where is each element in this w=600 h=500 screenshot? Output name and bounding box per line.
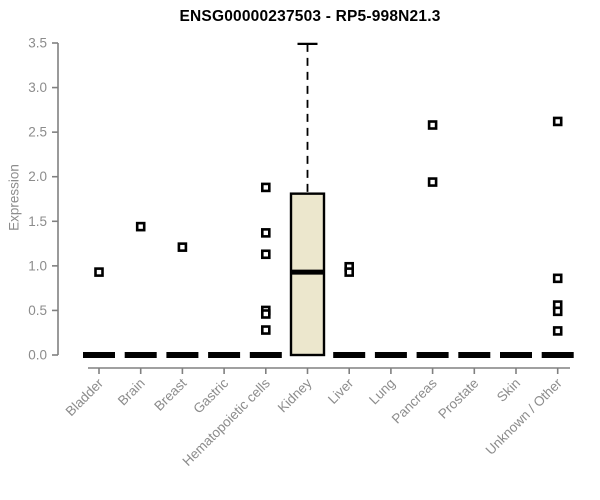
x-tick-label: Brain [115, 376, 148, 409]
flat-median-bar [83, 352, 115, 358]
x-tick-label: Prostate [435, 376, 481, 422]
outlier-point [552, 326, 563, 336]
flat-median-bar [416, 352, 449, 358]
flat-median-bar [208, 352, 241, 358]
x-tick-label: Pancreas [389, 375, 440, 426]
y-tick-label: 1.0 [28, 258, 47, 273]
outlier-point [135, 221, 146, 232]
outlier-point [552, 306, 563, 317]
y-tick-label: 0.5 [28, 303, 47, 318]
x-tick-label: Bladder [63, 375, 107, 419]
flat-median-bar [541, 352, 574, 358]
outlier-point [427, 120, 438, 130]
y-tick-label: 3.0 [28, 80, 47, 95]
y-tick-label: 2.0 [28, 169, 47, 184]
x-tick-label: Breast [151, 375, 189, 413]
y-tick-label: 1.5 [28, 214, 47, 229]
x-tick-label: Unknown / Other [483, 375, 566, 458]
y-tick-label: 0.0 [28, 348, 47, 363]
outlier-point [94, 267, 104, 277]
flat-median-bar [166, 352, 199, 358]
x-tick-label: Kidney [275, 375, 315, 415]
flat-median-bar [374, 352, 407, 358]
x-tick-label: Gastric [190, 375, 231, 416]
y-tick-label: 3.5 [28, 36, 47, 51]
x-tick-label: Lung [366, 376, 398, 408]
outlier-point [177, 242, 188, 252]
flat-median-bar [458, 352, 491, 358]
outlier-point [260, 228, 271, 238]
outlier-point [260, 249, 271, 260]
outlier-point [260, 325, 271, 335]
x-tick-label: Skin [494, 376, 523, 405]
outlier-point [260, 182, 271, 193]
flat-median-bar [500, 352, 532, 358]
outlier-point [427, 177, 438, 187]
flat-median-bar [333, 352, 366, 358]
outlier-point [260, 309, 271, 319]
chart-title: ENSG00000237503 - RP5-998N21.3 [179, 8, 441, 25]
flat-median-bar [249, 352, 282, 358]
outlier-point [552, 273, 563, 284]
outlier-point [552, 116, 563, 127]
flat-median-bar [124, 352, 157, 358]
y-tick-label: 2.5 [28, 125, 47, 140]
x-tick-label: Liver [325, 375, 357, 407]
outlier-point [344, 267, 355, 277]
